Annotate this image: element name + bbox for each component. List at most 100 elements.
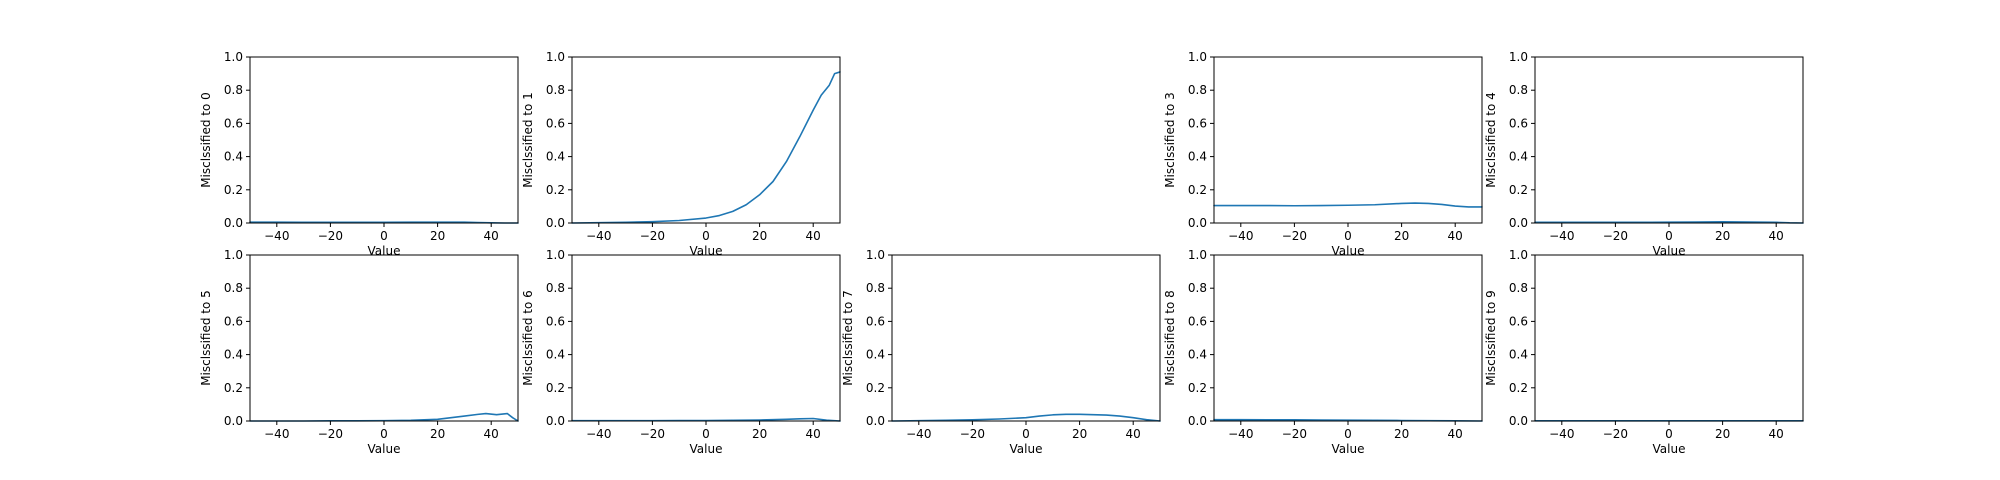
x-tick-label: −20 xyxy=(640,427,665,441)
x-tick-label: 40 xyxy=(1126,427,1141,441)
subplot-4: −40 −20 0 20 40 0.0 0.2 0.4 0.6 0.8 1.0 Value Miscls… xyxy=(1484,50,1804,258)
axes-frame xyxy=(891,254,1161,422)
y-tick-label: 0.4 xyxy=(224,150,243,164)
y-tick-label: 0.8 xyxy=(224,281,243,295)
y-tick-label: 0.0 xyxy=(546,414,565,428)
y-tick-label: 0.2 xyxy=(866,381,885,395)
x-tick-label: −40 xyxy=(1549,229,1574,243)
series-line xyxy=(249,412,519,422)
axes-frame xyxy=(249,56,519,224)
series-line xyxy=(1213,202,1483,208)
y-tick-label: 0.4 xyxy=(546,150,565,164)
x-tick-label: −20 xyxy=(318,427,343,441)
subplot-5: −40 −20 0 20 40 0.0 0.2 0.4 0.6 0.8 1.0 Value Miscls… xyxy=(199,248,519,456)
x-tick-label: −40 xyxy=(1228,229,1253,243)
y-tick-label: 0.6 xyxy=(546,116,565,130)
y-tick-label: 0.2 xyxy=(546,381,565,395)
y-tick-label: 0.8 xyxy=(1509,281,1528,295)
x-tick-label: 0 xyxy=(702,229,710,243)
y-tick-label: 0.4 xyxy=(1188,348,1207,362)
x-tick-label: 20 xyxy=(1072,427,1087,441)
y-tick-label: 0.8 xyxy=(1188,281,1207,295)
y-tick-label: 0.6 xyxy=(224,314,243,328)
subplot-7: −40 −20 0 20 40 0.0 0.2 0.4 0.6 0.8 1.0 Value Miscls… xyxy=(841,248,1161,456)
x-tick-label: 20 xyxy=(1394,229,1409,243)
subplot-6: −40 −20 0 20 40 0.0 0.2 0.4 0.6 0.8 1.0 Value Miscls… xyxy=(521,248,841,456)
x-tick-label: −40 xyxy=(586,427,611,441)
x-tick-label: −40 xyxy=(1228,427,1253,441)
x-tick-label: 20 xyxy=(752,427,767,441)
y-tick-label: 0.4 xyxy=(866,348,885,362)
y-tick-label: 0.0 xyxy=(866,414,885,428)
x-tick-label: 20 xyxy=(1394,427,1409,441)
x-tick-label: −20 xyxy=(960,427,985,441)
subplot-1: −40 −20 0 20 40 0.0 0.2 0.4 0.6 0.8 1.0 Value Miscls… xyxy=(521,50,841,258)
y-tick-label: 1.0 xyxy=(866,248,885,262)
x-tick-label: 40 xyxy=(484,427,499,441)
x-tick-label: 0 xyxy=(702,427,710,441)
y-tick-label: 0.2 xyxy=(224,183,243,197)
x-tick-label: 20 xyxy=(430,427,445,441)
y-tick-label: 1.0 xyxy=(1188,248,1207,262)
series-line xyxy=(891,413,1161,422)
y-tick-label: 0.4 xyxy=(1509,348,1528,362)
y-tick-label: 0.8 xyxy=(546,83,565,97)
x-tick-label: 40 xyxy=(1448,229,1463,243)
subplot-9: −40 −20 0 20 40 0.0 0.2 0.4 0.6 0.8 1.0 Value Miscls… xyxy=(1484,248,1804,456)
y-tick-label: 0.0 xyxy=(224,216,243,230)
y-tick-label: 0.2 xyxy=(224,381,243,395)
y-tick-label: 0.6 xyxy=(866,314,885,328)
x-tick-label: 0 xyxy=(1344,427,1352,441)
subplot-3: −40 −20 0 20 40 0.0 0.2 0.4 0.6 0.8 1.0 Value Miscls… xyxy=(1163,50,1483,258)
x-axis-label: Value xyxy=(1332,442,1365,456)
y-tick-label: 0.6 xyxy=(1509,116,1528,130)
series-line xyxy=(571,71,841,224)
y-axis-label: Misclssified to 3 xyxy=(1163,92,1177,188)
x-axis-label: Value xyxy=(1653,244,1686,258)
y-axis-label: Misclssified to 4 xyxy=(1484,92,1498,188)
y-tick-label: 0.8 xyxy=(1509,83,1528,97)
y-tick-label: 0.6 xyxy=(1509,314,1528,328)
y-tick-label: 0.6 xyxy=(224,116,243,130)
x-tick-label: −40 xyxy=(264,229,289,243)
y-tick-label: 0.2 xyxy=(1188,381,1207,395)
y-tick-label: 0.0 xyxy=(546,216,565,230)
x-tick-label: −20 xyxy=(1282,427,1307,441)
y-tick-label: 0.0 xyxy=(224,414,243,428)
x-tick-label: −20 xyxy=(1603,229,1628,243)
x-tick-label: −20 xyxy=(1282,229,1307,243)
y-tick-label: 0.2 xyxy=(1509,183,1528,197)
y-tick-label: 0.4 xyxy=(546,348,565,362)
x-axis-label: Value xyxy=(1653,442,1686,456)
y-tick-label: 0.4 xyxy=(1509,150,1528,164)
x-tick-label: −20 xyxy=(318,229,343,243)
y-tick-label: 0.0 xyxy=(1509,216,1528,230)
x-tick-label: 20 xyxy=(1715,229,1730,243)
x-tick-label: 20 xyxy=(1715,427,1730,441)
y-tick-label: 0.6 xyxy=(1188,116,1207,130)
y-tick-label: 0.2 xyxy=(1509,381,1528,395)
y-axis-label: Misclssified to 6 xyxy=(521,290,535,386)
series-line xyxy=(1534,221,1804,224)
y-axis-label: Misclssified to 7 xyxy=(841,290,855,386)
x-tick-label: 40 xyxy=(1448,427,1463,441)
x-tick-label: −40 xyxy=(586,229,611,243)
y-tick-label: 0.8 xyxy=(1188,83,1207,97)
x-axis-label: Value xyxy=(690,244,723,258)
x-axis-label: Value xyxy=(368,244,401,258)
x-tick-label: −20 xyxy=(640,229,665,243)
x-tick-label: 20 xyxy=(430,229,445,243)
x-tick-label: 0 xyxy=(1344,229,1352,243)
y-tick-label: 0.0 xyxy=(1188,216,1207,230)
y-tick-label: 0.8 xyxy=(866,281,885,295)
y-tick-label: 0.0 xyxy=(1188,414,1207,428)
subplot-8: −40 −20 0 20 40 0.0 0.2 0.4 0.6 0.8 1.0 Value Miscls… xyxy=(1163,248,1483,456)
y-tick-label: 1.0 xyxy=(1509,50,1528,64)
x-axis-label: Value xyxy=(368,442,401,456)
y-tick-label: 1.0 xyxy=(224,248,243,262)
y-axis-label: Misclssified to 1 xyxy=(521,92,535,188)
axes-frame xyxy=(571,56,841,224)
x-tick-label: −20 xyxy=(1603,427,1628,441)
axes-frame xyxy=(249,254,519,422)
